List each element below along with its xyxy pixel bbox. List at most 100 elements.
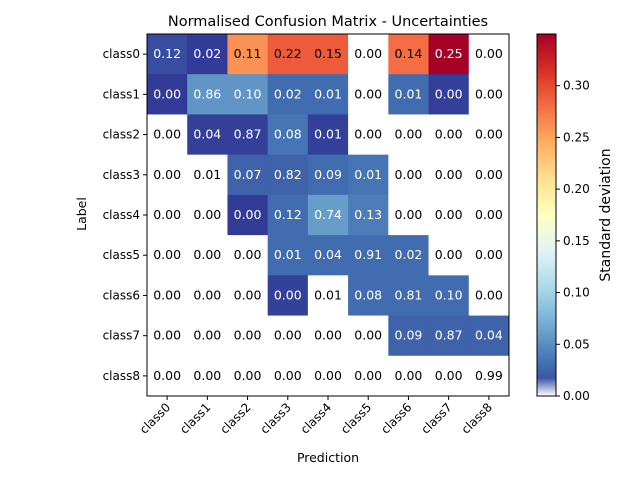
heatmap-cell [468,154,510,196]
cell-value-label: 0.01 [314,86,342,101]
heatmap-cell [428,74,470,115]
cell-value-label: 0.02 [193,46,221,61]
cell-value-label: 0.00 [314,328,342,343]
cell-value-label: 0.02 [274,86,302,101]
cell-value-label: 0.01 [193,167,221,182]
heatmap-cell [267,235,309,276]
cell-value-label: 0.08 [274,127,302,142]
heatmap-cell [388,235,430,276]
y-tick-label: class2 [103,128,140,142]
cell-value-label: 0.25 [435,46,463,61]
cell-value-label: 0.01 [274,247,302,262]
cell-value-label: 0.00 [475,207,503,222]
heatmap-cell [227,154,269,196]
heatmap-cell [267,355,309,397]
heatmap-cell [348,74,389,115]
heatmap-cell [348,114,389,156]
colorbar-ticks: 0.00 0.05 0.10 0.15 0.20 0.25 0.30 [556,79,590,403]
cell-value-label: 0.00 [395,127,423,142]
x-tick-label: class5 [338,400,374,436]
y-tick-label: class6 [103,288,140,302]
heatmap-cell [187,114,228,156]
heatmap-cell [388,355,430,397]
x-tick-label: class2 [217,400,253,436]
cell-value-label: 0.87 [234,127,262,142]
heatmap-cell [388,154,430,196]
y-tick-label: class7 [103,329,140,343]
heatmap-cell [468,74,510,115]
colorbar-tick-label: 0.00 [563,389,590,403]
heatmap-cell [267,154,309,196]
x-tick-label: class8 [459,400,495,436]
cell-value-label: 0.00 [274,368,302,383]
cell-value-label: 0.00 [193,287,221,302]
x-tick-label: class7 [418,400,454,436]
heatmap-cell [147,355,188,397]
cell-value-label: 0.00 [153,86,181,101]
cell-value-label: 0.14 [395,46,423,61]
cell-value-label: 0.00 [475,287,503,302]
cell-value-label: 0.00 [234,207,262,222]
heatmap-cell [468,235,510,276]
cell-value-label: 0.00 [435,86,463,101]
heatmap-cell [307,275,349,317]
heatmap-cell [307,114,349,156]
x-tick-label: class6 [378,400,414,436]
heatmap-cell [388,74,430,115]
cell-value-label: 0.00 [234,247,262,262]
cell-value-label: 0.12 [153,46,181,61]
heatmap-cell [428,114,470,156]
heatmap-cell [267,315,309,357]
cell-value-label: 0.01 [314,127,342,142]
cell-value-label: 0.08 [354,287,382,302]
heatmap-cell [187,355,228,397]
cell-value-label: 0.00 [153,207,181,222]
cell-value-label: 0.02 [395,247,423,262]
cell-value-label: 0.00 [354,328,382,343]
heatmap-cell [307,74,349,115]
heatmap-cell [348,355,389,397]
heatmap-cell [468,194,510,236]
cell-value-label: 0.00 [475,167,503,182]
cell-value-label: 0.22 [274,46,302,61]
heatmap-cell [227,74,269,115]
cell-value-label: 0.00 [234,328,262,343]
heatmap-cell [468,34,510,75]
heatmap-cell [307,34,349,75]
cell-value-label: 0.00 [274,287,302,302]
heatmap-cell [267,275,309,317]
heatmap-cell [428,235,470,276]
colorbar-tick-label: 0.15 [563,234,590,248]
heatmap-cell [147,194,188,236]
heatmap-cell [227,355,269,397]
cell-value-label: 0.00 [475,46,503,61]
y-axis-ticks: class0 class1 class2 class3 class4 class5 clas… [103,47,147,383]
cell-value-label: 0.01 [395,86,423,101]
cell-value-label: 0.00 [354,86,382,101]
colorbar-tick-label: 0.05 [563,337,590,351]
y-tick-label: class5 [103,248,140,262]
heatmap-cell [227,315,269,357]
cell-value-label: 0.00 [435,207,463,222]
y-tick-label: class3 [103,168,140,182]
cell-value-label: 0.82 [274,167,302,182]
cell-value-label: 0.01 [314,287,342,302]
heatmap-cell [348,154,389,196]
cell-value-label: 0.00 [435,368,463,383]
cell-value-label: 0.13 [354,207,382,222]
cell-value-label: 0.00 [234,287,262,302]
heatmap-cell [267,74,309,115]
heatmap-cell [187,275,228,317]
heatmap-cell [227,114,269,156]
cell-value-label: 0.91 [354,247,382,262]
heatmap-cell [348,275,389,317]
heatmap-cell [267,34,309,75]
cell-value-label: 0.10 [234,86,262,101]
cell-value-label: 0.10 [435,287,463,302]
heatmap-cell [348,194,389,236]
cell-value-label: 0.07 [234,167,262,182]
cell-value-label: 0.04 [475,328,503,343]
heatmap-cell [428,194,470,236]
